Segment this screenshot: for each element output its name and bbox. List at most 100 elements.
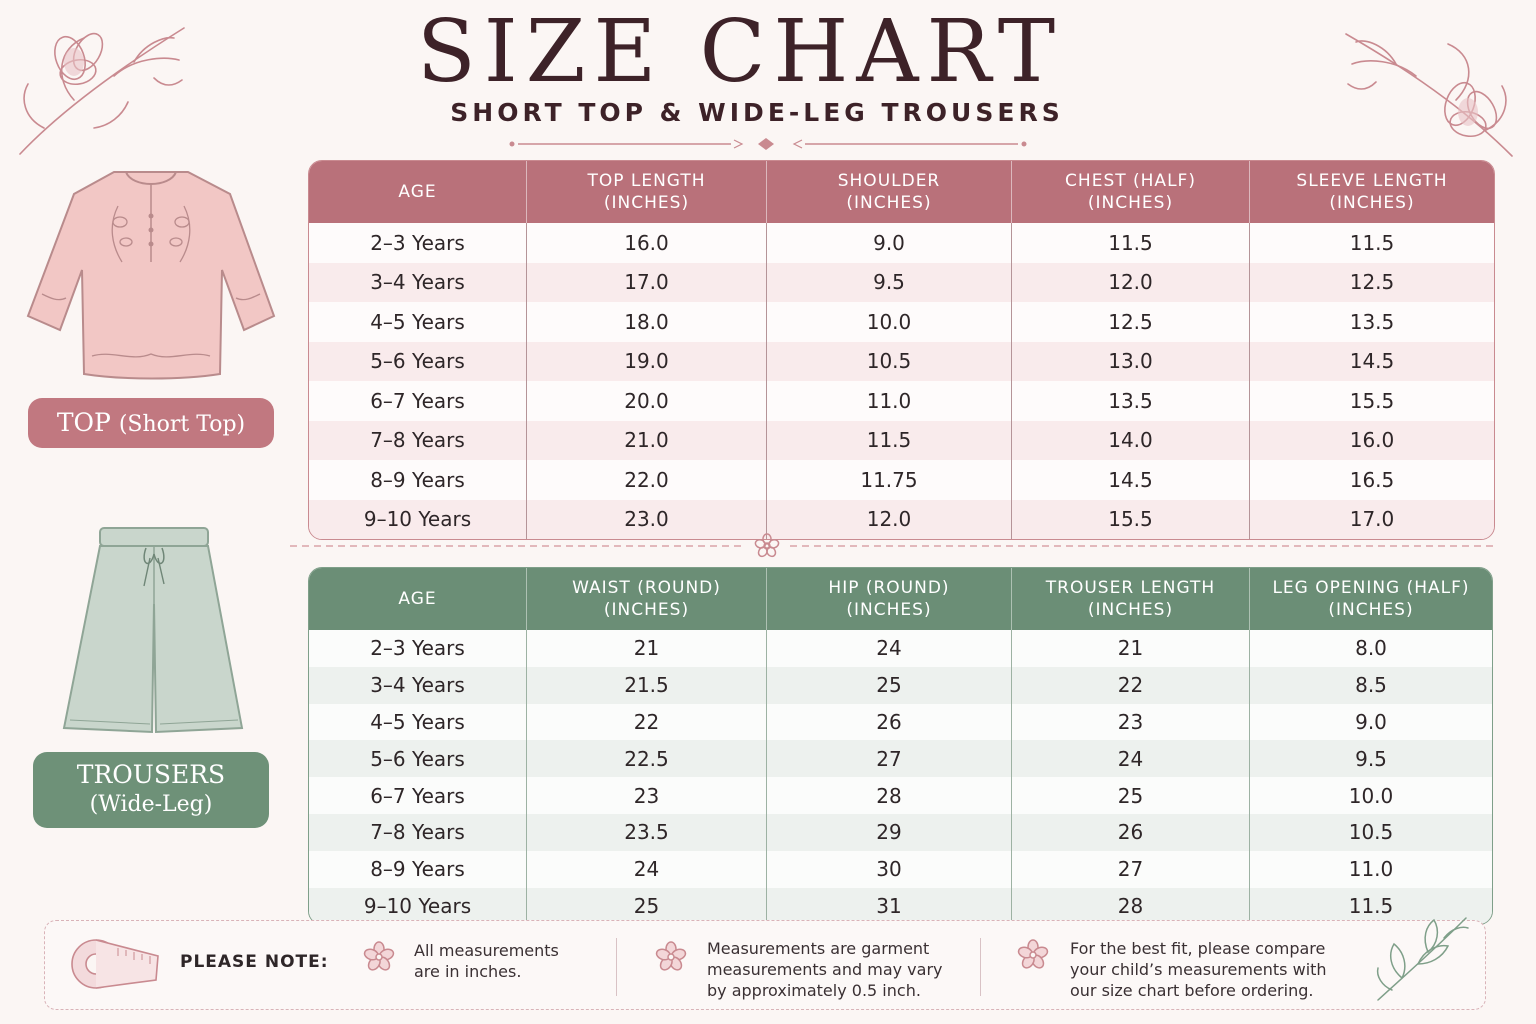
table-row: 3–4 Years 21.5 25 22 8.5 bbox=[309, 666, 1492, 704]
table-cell: 20.0 bbox=[527, 381, 767, 421]
table-row: 6–7 Years 20.0 11.0 13.5 15.5 bbox=[309, 381, 1494, 421]
table-row: 2–3 Years 21 24 21 8.0 bbox=[309, 630, 1492, 667]
table-cell: 27 bbox=[1012, 850, 1250, 888]
table-cell: 24 bbox=[527, 850, 767, 888]
flower-icon bbox=[1017, 939, 1049, 969]
table-cell: 25 bbox=[1012, 777, 1250, 814]
note-separator bbox=[616, 938, 617, 996]
table-cell: 11.5 bbox=[767, 420, 1012, 460]
table-cell: 23 bbox=[527, 777, 767, 814]
table-cell: 14.5 bbox=[1250, 341, 1494, 381]
age-cell: 9–10 Years bbox=[309, 887, 527, 925]
table-cell: 12.0 bbox=[1012, 262, 1250, 302]
table-row: 9–10 Years 23.0 12.0 15.5 17.0 bbox=[309, 499, 1494, 539]
age-cell: 6–7 Years bbox=[309, 777, 527, 814]
table-header-row: AGE TOP LENGTH (INCHES) SHOULDER (INCHES) … bbox=[309, 161, 1494, 223]
page-title: SIZE CHART bbox=[416, 2, 1064, 102]
tape-measure-icon bbox=[71, 939, 159, 989]
table-row: 7–8 Years 21.0 11.5 14.0 16.0 bbox=[309, 420, 1494, 460]
table-cell: 26 bbox=[767, 703, 1012, 741]
table-row: 8–9 Years 22.0 11.75 14.5 16.5 bbox=[309, 460, 1494, 500]
table-cell: 31 bbox=[767, 887, 1012, 925]
table-cell: 14.5 bbox=[1012, 460, 1250, 500]
flower-icon bbox=[363, 941, 395, 971]
title-divider-ornament bbox=[509, 138, 1027, 150]
table-cell: 10.5 bbox=[1250, 813, 1492, 851]
table-cell: 30 bbox=[767, 850, 1012, 888]
table-cell: 16.0 bbox=[1250, 420, 1494, 460]
note-box bbox=[44, 920, 1486, 1010]
note-label: PLEASE NOTE: bbox=[180, 952, 329, 972]
age-cell: 4–5 Years bbox=[309, 703, 527, 741]
top-badge-sub: (Short Top) bbox=[118, 412, 246, 437]
table-row: 4–5 Years 22 26 23 9.0 bbox=[309, 703, 1492, 741]
table-cell: 15.5 bbox=[1250, 381, 1494, 421]
table-cell: 15.5 bbox=[1012, 499, 1250, 539]
age-cell: 3–4 Years bbox=[309, 666, 527, 704]
age-cell: 5–6 Years bbox=[309, 740, 527, 778]
table-cell: 17.0 bbox=[1250, 499, 1494, 539]
table-cell: 12.5 bbox=[1012, 302, 1250, 342]
table-cell: 11.75 bbox=[767, 460, 1012, 500]
table-cell: 24 bbox=[1012, 740, 1250, 778]
table-cell: 11.0 bbox=[1250, 850, 1492, 888]
age-cell: 6–7 Years bbox=[309, 381, 527, 421]
table-cell: 8.5 bbox=[1250, 666, 1492, 704]
table-cell: 16.0 bbox=[527, 223, 767, 263]
table-cell: 22.0 bbox=[527, 460, 767, 500]
table-cell: 28 bbox=[767, 777, 1012, 814]
floral-sprig-icon bbox=[1345, 33, 1513, 157]
age-cell: 8–9 Years bbox=[309, 850, 527, 888]
column-header: AGE bbox=[309, 161, 527, 223]
column-header: HIP (ROUND) (INCHES) bbox=[767, 568, 1012, 630]
table-cell: 19.0 bbox=[527, 341, 767, 381]
table-cell: 13.0 bbox=[1012, 341, 1250, 381]
section-divider bbox=[290, 533, 1496, 558]
table-cell: 10.5 bbox=[767, 341, 1012, 381]
table-cell: 9.5 bbox=[767, 262, 1012, 302]
column-header: CHEST (HALF) (INCHES) bbox=[1012, 161, 1250, 223]
table-row: 9–10 Years 25 31 28 11.5 bbox=[309, 887, 1492, 925]
table-row: 3–4 Years 17.0 9.5 12.0 12.5 bbox=[309, 262, 1494, 302]
age-cell: 9–10 Years bbox=[309, 499, 527, 539]
age-cell: 8–9 Years bbox=[309, 460, 527, 500]
table-row: 5–6 Years 22.5 27 24 9.5 bbox=[309, 740, 1492, 778]
column-header: SHOULDER (INCHES) bbox=[767, 161, 1012, 223]
table-cell: 21.5 bbox=[527, 666, 767, 704]
table-cell: 27 bbox=[767, 740, 1012, 778]
table-cell: 22 bbox=[1012, 666, 1250, 704]
table-cell: 24 bbox=[767, 630, 1012, 667]
page-subtitle: SHORT TOP & WIDE-LEG TROUSERS bbox=[450, 98, 1064, 127]
table-cell: 10.0 bbox=[767, 302, 1012, 342]
table-cell: 23.0 bbox=[527, 499, 767, 539]
table-cell: 12.5 bbox=[1250, 262, 1494, 302]
table-cell: 10.0 bbox=[1250, 777, 1492, 814]
note-separator bbox=[980, 938, 981, 996]
floral-sprig-icon bbox=[19, 27, 185, 155]
table-cell: 21 bbox=[527, 630, 767, 667]
table-cell: 21.0 bbox=[527, 420, 767, 460]
table-cell: 13.5 bbox=[1012, 381, 1250, 421]
trousers-badge-main: TROUSERS bbox=[76, 760, 226, 789]
column-header: LEG OPENING (HALF) (INCHES) bbox=[1250, 568, 1492, 630]
leaf-sprig-icon bbox=[1376, 917, 1469, 1001]
table-cell: 11.0 bbox=[767, 381, 1012, 421]
top-badge-main: TOP bbox=[56, 408, 111, 437]
table-cell: 26 bbox=[1012, 813, 1250, 851]
column-header: SLEEVE LENGTH (INCHES) bbox=[1250, 161, 1494, 223]
age-cell: 3–4 Years bbox=[309, 262, 527, 302]
top-size-table: AGE TOP LENGTH (INCHES) SHOULDER (INCHES) … bbox=[308, 160, 1495, 540]
trousers-illustration bbox=[62, 527, 244, 734]
table-row: 2–3 Years 16.0 9.0 11.5 11.5 bbox=[309, 223, 1494, 263]
table-cell: 14.0 bbox=[1012, 420, 1250, 460]
note-item-1: All measurements are in inches. bbox=[414, 941, 559, 981]
table-cell: 9.0 bbox=[1250, 703, 1492, 741]
age-cell: 7–8 Years bbox=[309, 420, 527, 460]
trousers-section-badge: TROUSERS (Wide-Leg) bbox=[33, 752, 269, 828]
note-item-2: Measurements are garment measurements and… bbox=[707, 939, 943, 1000]
table-cell: 13.5 bbox=[1250, 302, 1494, 342]
table-cell: 17.0 bbox=[527, 262, 767, 302]
table-cell: 22.5 bbox=[527, 740, 767, 778]
table-cell: 25 bbox=[767, 666, 1012, 704]
flower-icon bbox=[754, 533, 780, 558]
